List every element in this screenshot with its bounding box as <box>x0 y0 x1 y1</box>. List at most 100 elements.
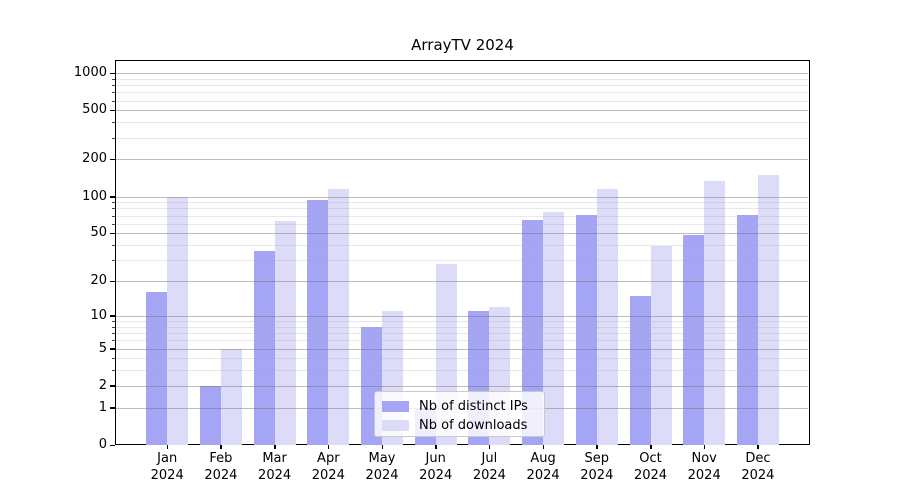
legend-label-distinct-ips: Nb of distinct IPs <box>419 399 528 414</box>
month-label: Jul <box>481 451 498 466</box>
month-label: Feb <box>209 451 233 466</box>
year-label: 2024 <box>687 467 721 483</box>
month-label: Nov <box>691 451 717 466</box>
year-label: 2024 <box>311 467 345 483</box>
bar-oct-s0 <box>629 295 651 445</box>
y-tick-1 <box>110 407 115 409</box>
bar-oct-s1 <box>650 246 672 445</box>
gridline-minor-700 <box>116 92 808 94</box>
y-minor-tick-3 <box>112 370 115 372</box>
bar-sep-s1 <box>596 189 618 445</box>
y-minor-tick-70 <box>112 215 115 217</box>
month-label: Dec <box>745 451 771 466</box>
x-tick-label-apr: Apr 2024 <box>298 451 358 484</box>
bar-apr-s1 <box>328 189 350 445</box>
x-tick-label-sep: Sep 2024 <box>567 451 627 484</box>
legend-label-downloads: Nb of downloads <box>419 418 528 433</box>
year-label: 2024 <box>472 467 506 483</box>
gridline-minor-30 <box>116 260 808 262</box>
gridline-minor-400 <box>116 122 808 124</box>
year-label: 2024 <box>580 467 614 483</box>
y-minor-tick-800 <box>112 85 115 86</box>
y-tick-label-100: 100 <box>82 188 107 204</box>
gridline-major-200 <box>116 159 808 161</box>
y-minor-tick-9 <box>112 321 115 322</box>
gridline-minor-9 <box>116 321 808 322</box>
gridline-major-5 <box>116 348 808 350</box>
y-tick-label-1: 1 <box>98 399 107 415</box>
y-tick-label-200: 200 <box>82 151 107 167</box>
month-label: Apr <box>317 451 340 466</box>
y-tick-2 <box>110 385 115 387</box>
bar-mar-s0 <box>253 250 275 445</box>
y-minor-tick-8 <box>112 326 115 328</box>
x-tick-jul <box>488 445 491 449</box>
year-label: 2024 <box>741 467 775 483</box>
x-tick-mar <box>274 445 276 449</box>
x-tick-label-aug: Aug 2024 <box>513 451 573 484</box>
y-minor-tick-700 <box>112 92 115 94</box>
x-tick-oct <box>650 445 652 449</box>
y-tick-100 <box>110 196 115 198</box>
x-tick-label-jan: Jan 2024 <box>137 451 197 484</box>
y-tick-0 <box>110 444 115 446</box>
month-label: Jan <box>157 451 178 466</box>
gridline-minor-4 <box>116 358 808 360</box>
x-tick-label-dec: Dec 2024 <box>728 451 788 484</box>
gridline-minor-90 <box>116 202 808 204</box>
x-tick-label-jun: Jun 2024 <box>406 451 466 484</box>
gridline-minor-300 <box>116 137 808 139</box>
y-tick-label-5: 5 <box>98 340 107 356</box>
chart-title: ArrayTV 2024 <box>411 36 514 54</box>
bar-feb-s1 <box>220 348 242 445</box>
y-minor-tick-400 <box>112 122 115 124</box>
legend-swatch-distinct-ips <box>382 401 409 412</box>
month-label: Sep <box>584 451 610 466</box>
year-label: 2024 <box>258 467 292 483</box>
x-tick-may <box>381 445 383 449</box>
y-tick-label-1000: 1000 <box>73 65 107 80</box>
x-tick-label-oct: Oct 2024 <box>621 451 681 484</box>
bar-sep-s0 <box>575 215 597 445</box>
y-minor-tick-7 <box>112 333 115 334</box>
legend: Nb of distinct IPs Nb of downloads <box>374 391 545 437</box>
gridline-minor-80 <box>116 208 808 210</box>
bar-feb-s0 <box>199 385 221 445</box>
gridline-minor-7 <box>116 333 808 334</box>
x-tick-apr <box>327 445 330 449</box>
x-tick-label-jul: Jul 2024 <box>459 451 519 484</box>
year-label: 2024 <box>365 467 399 483</box>
y-minor-tick-600 <box>112 100 115 102</box>
gridline-minor-800 <box>116 85 808 86</box>
x-tick-label-feb: Feb 2024 <box>191 451 251 484</box>
gridline-minor-70 <box>116 215 808 217</box>
month-label: Oct <box>639 451 662 466</box>
x-tick-label-mar: Mar 2024 <box>245 451 305 484</box>
x-tick-dec <box>757 445 759 449</box>
gridline-minor-8 <box>116 326 808 328</box>
year-label: 2024 <box>633 467 668 483</box>
x-tick-aug <box>542 445 545 449</box>
gridline-minor-900 <box>116 78 808 80</box>
y-minor-tick-300 <box>112 137 115 139</box>
gridline-minor-3 <box>116 370 808 372</box>
gridline-major-100 <box>116 196 808 198</box>
bar-mar-s1 <box>274 221 296 445</box>
y-minor-tick-6 <box>112 340 115 342</box>
y-minor-tick-80 <box>112 208 115 210</box>
gridline-major-500 <box>116 110 808 112</box>
bar-dec-s1 <box>757 174 779 445</box>
y-minor-tick-40 <box>112 245 115 246</box>
y-tick-label-2: 2 <box>98 377 107 393</box>
y-tick-label-50: 50 <box>90 225 107 241</box>
gridline-major-2 <box>116 385 808 387</box>
x-tick-label-may: May 2024 <box>352 451 412 484</box>
legend-row-downloads: Nb of downloads <box>382 416 538 435</box>
month-label: Mar <box>262 451 287 466</box>
bar-apr-s0 <box>307 200 329 445</box>
gridline-major-1000 <box>116 73 808 74</box>
x-tick-nov <box>703 445 706 449</box>
month-label: Aug <box>530 451 556 466</box>
bar-nov-s1 <box>704 181 726 445</box>
